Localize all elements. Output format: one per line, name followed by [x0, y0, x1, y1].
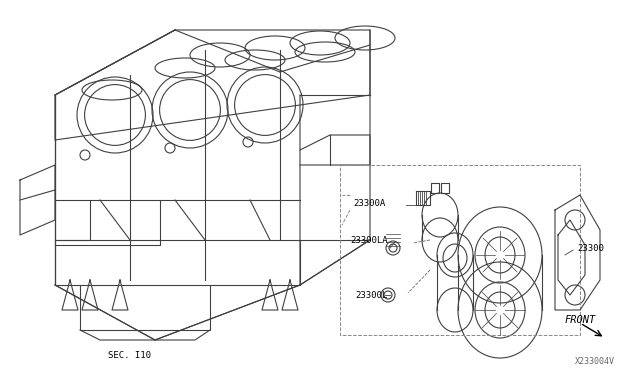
Text: 23300L: 23300L	[355, 291, 387, 299]
Text: FRONT: FRONT	[565, 315, 596, 325]
Text: 23300LA: 23300LA	[350, 235, 388, 244]
Text: X233004V: X233004V	[575, 357, 615, 366]
Text: 23300A: 23300A	[353, 199, 385, 208]
Text: SEC. I10: SEC. I10	[109, 350, 152, 359]
Text: 23300: 23300	[577, 244, 604, 253]
